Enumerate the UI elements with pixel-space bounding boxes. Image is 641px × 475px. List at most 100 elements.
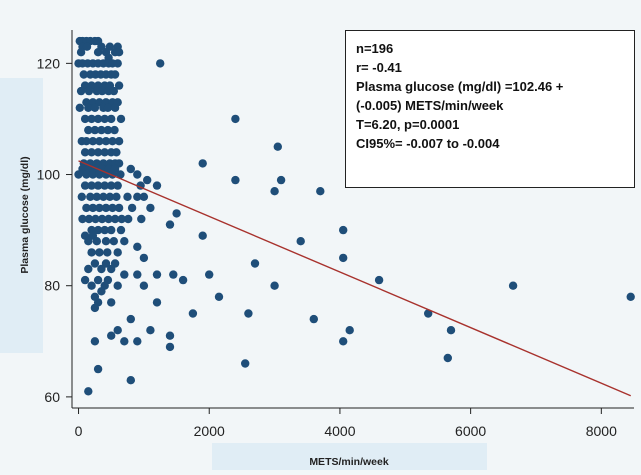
- data-point-196: [626, 292, 635, 301]
- data-point-150: [100, 225, 109, 235]
- data-point-112: [93, 181, 103, 190]
- data-point-45: [109, 86, 119, 96]
- x-axis-title: METS/min/week: [309, 456, 389, 468]
- data-point-57: [110, 103, 120, 113]
- data-point-105: [116, 170, 125, 179]
- data-point-11: [76, 48, 86, 57]
- data-point-118: [270, 187, 279, 196]
- data-point-128: [139, 192, 149, 201]
- data-point-190: [139, 281, 149, 290]
- data-point-199: [152, 298, 162, 307]
- y-tick-label-80: 80: [44, 278, 60, 294]
- data-point-80: [93, 148, 103, 157]
- data-point-173: [250, 259, 260, 268]
- data-point-166: [103, 248, 112, 257]
- data-point-120: [77, 192, 87, 201]
- data-point-71: [82, 137, 91, 146]
- data-point-107: [143, 175, 152, 185]
- ylabel-highlight: [0, 78, 43, 353]
- data-point-61: [100, 114, 109, 124]
- data-point-142: [110, 214, 120, 224]
- data-point-163: [296, 237, 305, 246]
- data-point-67: [97, 125, 106, 135]
- data-point-81: [100, 148, 109, 157]
- data-point-215: [133, 337, 142, 346]
- stat-t-p: T=6.20, p=0.0001: [356, 117, 460, 132]
- data-point-165: [95, 248, 104, 257]
- data-point-59: [87, 114, 96, 124]
- data-point-73: [95, 137, 104, 146]
- data-point-171: [101, 259, 111, 268]
- y-tick-label-100: 100: [37, 167, 61, 183]
- data-point-181: [205, 270, 214, 279]
- data-point-126: [123, 192, 132, 201]
- data-point-62: [107, 114, 116, 124]
- data-point-119: [316, 187, 325, 196]
- xlabel-highlight: [212, 443, 487, 470]
- data-point-214: [120, 337, 129, 346]
- data-point-110: [80, 181, 90, 190]
- data-point-101: [88, 170, 98, 179]
- data-point-39: [114, 81, 124, 90]
- data-point-160: [109, 237, 119, 246]
- data-point-211: [165, 331, 175, 340]
- data-point-162: [133, 242, 142, 251]
- x-tick-label-8000: 8000: [586, 423, 617, 439]
- data-point-220: [126, 376, 135, 385]
- data-point-204: [126, 314, 135, 324]
- data-point-123: [99, 192, 108, 201]
- data-point-79: [87, 148, 96, 157]
- data-point-195: [214, 292, 224, 301]
- data-point-76: [114, 137, 124, 146]
- data-point-156: [198, 231, 207, 240]
- data-point-207: [146, 326, 155, 335]
- y-tick-label-120: 120: [37, 55, 61, 71]
- data-point-100: [82, 170, 91, 179]
- data-point-178: [133, 270, 142, 279]
- y-axis-title: Plasma glucose (mg/dl): [19, 156, 31, 273]
- data-point-108: [231, 175, 240, 185]
- data-point-43: [97, 86, 107, 96]
- data-point-72: [88, 137, 98, 146]
- data-point-58: [80, 114, 90, 124]
- data-point-193: [97, 287, 106, 296]
- data-point-203: [424, 309, 433, 318]
- data-point-152: [116, 225, 126, 235]
- data-point-75: [108, 137, 117, 146]
- regression-line: [78, 160, 632, 397]
- data-point-164: [87, 248, 96, 257]
- stat-r: r= -0.41: [356, 60, 402, 75]
- data-point-41: [84, 86, 94, 96]
- data-point-140: [97, 214, 107, 224]
- regression-layer: [78, 160, 632, 397]
- data-point-69: [110, 125, 119, 135]
- data-point-60: [93, 114, 103, 124]
- data-point-210: [107, 331, 116, 340]
- data-point-121: [86, 192, 95, 201]
- data-point-179: [152, 270, 162, 279]
- data-point-66: [90, 125, 100, 135]
- data-point-136: [146, 203, 155, 213]
- data-point-53: [84, 103, 93, 113]
- axes: 0 2000 4000 6000 8000 60 80 100 120: [37, 30, 634, 439]
- data-point-189: [113, 281, 122, 290]
- data-point-202: [244, 309, 253, 318]
- data-point-180: [169, 270, 178, 279]
- data-point-167: [113, 248, 122, 257]
- data-point-147: [165, 220, 175, 229]
- data-point-124: [105, 192, 115, 201]
- data-point-98: [126, 164, 135, 174]
- data-point-7: [82, 42, 92, 51]
- data-point-26: [113, 59, 122, 68]
- x-tick-label-0: 0: [75, 423, 83, 439]
- data-point-205: [309, 314, 318, 324]
- data-point-111: [87, 181, 96, 190]
- stat-n: n=196: [356, 41, 394, 56]
- data-point-175: [97, 264, 106, 274]
- y-tick-label-60: 60: [44, 389, 60, 405]
- data-point-52: [75, 103, 85, 113]
- data-point-17: [156, 59, 165, 68]
- data-points: [74, 36, 635, 396]
- data-point-68: [103, 125, 113, 135]
- data-point-117: [152, 181, 162, 190]
